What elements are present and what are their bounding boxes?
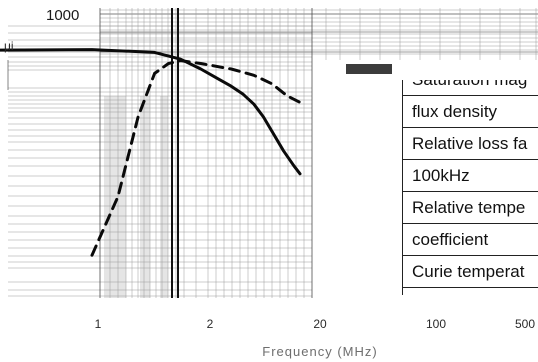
property-table-cell: Relative loss fa [403, 127, 538, 160]
property-table-row: Electrical resist [403, 287, 538, 295]
property-table-row: 100kHz [403, 159, 538, 192]
property-table-row: Curie temperat [403, 255, 538, 288]
property-table-row: Relative loss fa [403, 127, 538, 160]
grid-shade-band [160, 96, 168, 298]
property-table-cell: flux density [403, 95, 538, 128]
property-table-row: flux density [403, 95, 538, 128]
property-table-row: Relative tempe [403, 191, 538, 224]
chart-grid [7, 8, 538, 298]
property-table-cell: Saturation mag [403, 80, 538, 96]
property-table-cell: 100kHz [403, 159, 538, 192]
chart-labels: 1000 μi 1 2 20 100 500 Frequency (MHz) [4, 7, 535, 359]
grid-shade-band [140, 96, 150, 298]
chart-series-group [0, 48, 302, 257]
property-table-cell: Electrical resist [403, 287, 538, 295]
grid-shade-band [104, 96, 126, 298]
x-tick-label: 1 [95, 317, 102, 331]
series-line-solid [0, 48, 302, 176]
property-table-cell: Curie temperat [403, 255, 538, 288]
property-table-cell: coefficient [403, 223, 538, 256]
property-table-row: Saturation mag [403, 80, 538, 96]
x-tick-label: 100 [426, 317, 446, 331]
x-tick-label: 20 [313, 317, 327, 331]
y-tick-label: 1000 [46, 7, 79, 24]
grid-shade-band [346, 64, 392, 74]
x-tick-label: 2 [207, 317, 214, 331]
property-table-cell: Relative tempe [403, 191, 538, 224]
x-axis-title: Frequency (MHz) [262, 344, 377, 359]
y-axis-label: μi [4, 39, 14, 53]
chart-shading [104, 64, 392, 298]
x-tick-label: 500 [515, 317, 535, 331]
property-table-row: coefficient [403, 223, 538, 256]
